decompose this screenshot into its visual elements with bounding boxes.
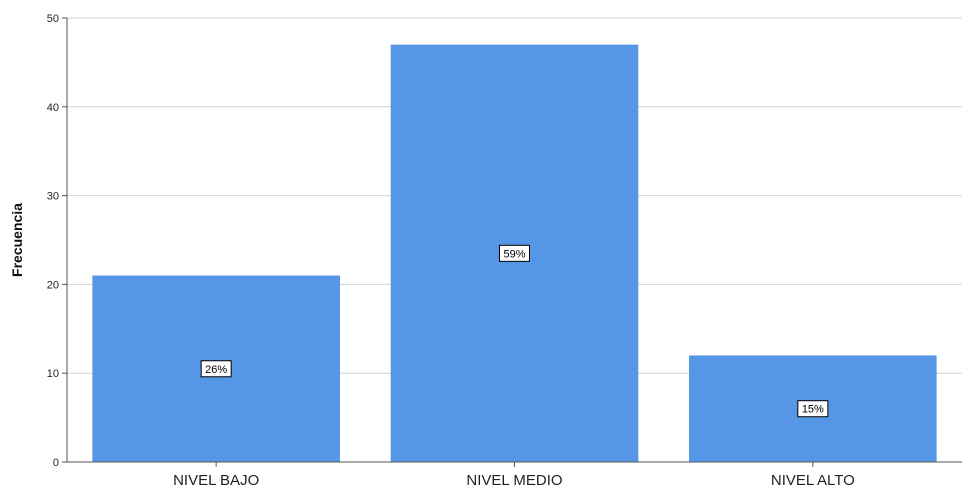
data-label-box <box>797 400 829 418</box>
data-label-box <box>499 244 530 262</box>
y-tick-label: 30 <box>47 191 59 203</box>
y-tick-label: 0 <box>53 457 59 469</box>
y-tick-label: 10 <box>47 368 59 380</box>
axes <box>66 18 962 463</box>
data-label: 59% <box>503 248 525 260</box>
y-axis-title: Frecuencia <box>9 203 25 277</box>
y-tick-label: 20 <box>47 279 59 291</box>
x-category-label: NIVEL MEDIO <box>466 472 562 489</box>
y-tick-label: 40 <box>47 102 59 114</box>
y-tick-labels: 0 10 20 30 40 50 <box>47 13 59 469</box>
data-label: 15% <box>802 404 824 416</box>
x-category-labels: NIVEL BAJO NIVEL MEDIO NIVEL ALTO <box>173 472 855 489</box>
data-label: 26% <box>205 364 227 376</box>
data-label-box <box>200 360 232 378</box>
y-tick-label: 50 <box>47 13 59 25</box>
x-category-label: NIVEL BAJO <box>173 472 259 489</box>
data-labels: 26% 59% 15% <box>200 244 829 418</box>
x-category-label: NIVEL ALTO <box>771 472 855 489</box>
